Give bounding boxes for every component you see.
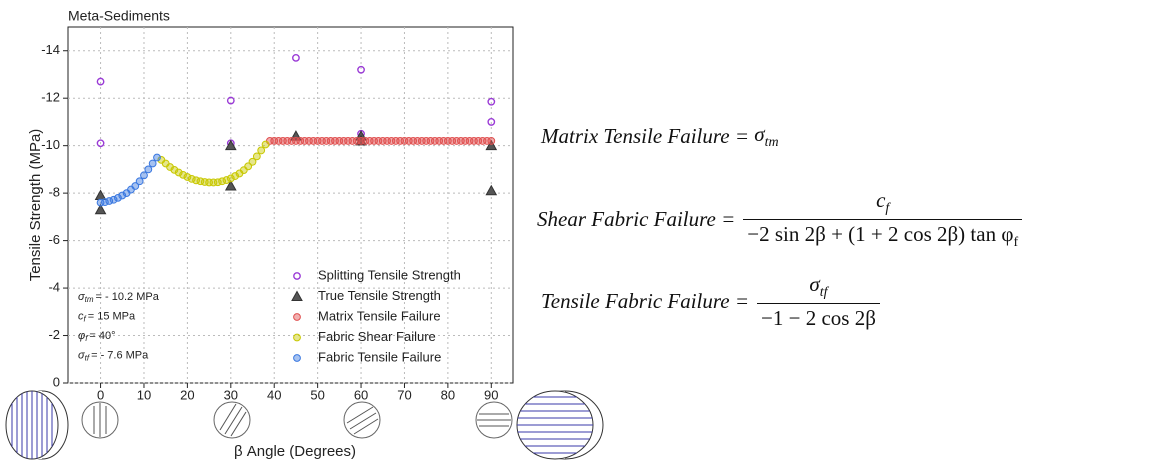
- subscript: tm: [85, 295, 94, 304]
- x-tick-label: 70: [397, 387, 411, 402]
- y-tick-label: -12: [41, 90, 60, 105]
- denominator: −1 − 2 cos 2β: [761, 306, 876, 330]
- circle-marker: [154, 154, 161, 161]
- legend-label: Fabric Tensile Failure: [318, 349, 441, 364]
- legend-marker: [294, 334, 301, 341]
- legend-label: Splitting Tensile Strength: [318, 267, 461, 282]
- annotation-text: = - 7.6 MPa: [91, 349, 149, 361]
- equation-label: Matrix Tensile Failure =: [541, 124, 749, 149]
- x-tick-label: 90: [484, 387, 498, 402]
- circle-marker: [136, 178, 143, 185]
- circle-marker: [253, 153, 260, 160]
- x-axis-label: β Angle (Degrees): [234, 443, 356, 460]
- circle-marker: [258, 147, 265, 154]
- plot-area: [68, 27, 513, 383]
- symbol: φ: [78, 330, 85, 342]
- equation-label: Tensile Fabric Failure =: [541, 289, 749, 314]
- y-tick-label: -8: [48, 185, 60, 200]
- subscript: f: [1013, 235, 1018, 250]
- circle-marker: [145, 166, 152, 173]
- x-tick-label: 50: [310, 387, 324, 402]
- annotation-text: = 40°: [89, 330, 115, 342]
- page: Meta-Sediments β Angle (Degrees) Tensile…: [0, 0, 1162, 463]
- annotation-text: = - 10.2 MPa: [96, 291, 160, 303]
- denominator: −2 sin 2β + (1 + 2 cos 2β) tan φ: [747, 222, 1013, 246]
- numerator: σ: [809, 272, 819, 296]
- legend-marker: [294, 314, 301, 321]
- circle-marker: [262, 141, 269, 148]
- legend-label: Matrix Tensile Failure: [318, 308, 441, 323]
- y-tick-label: -4: [48, 280, 60, 295]
- x-tick-label: 30: [224, 387, 238, 402]
- x-tick-label: 60: [354, 387, 368, 402]
- equation: Shear Fabric Failure = cf −2 sin 2β + (1…: [537, 188, 1022, 251]
- equation: Matrix Tensile Failure = σtm: [541, 122, 779, 151]
- x-tick-label: 40: [267, 387, 281, 402]
- legend-marker: [294, 355, 301, 362]
- circle-marker: [141, 172, 148, 179]
- chart-title: Meta-Sediments: [68, 8, 170, 24]
- subscript: tf: [85, 354, 90, 363]
- circle-marker: [488, 138, 495, 145]
- y-tick-label: -2: [48, 327, 60, 342]
- x-tick-label: 10: [137, 387, 151, 402]
- y-tick-label: -6: [48, 232, 60, 247]
- circle-marker: [149, 160, 156, 167]
- y-tick-label: -10: [41, 137, 60, 152]
- legend-label: True Tensile Strength: [318, 288, 441, 303]
- x-tick-label: 0: [97, 387, 104, 402]
- legend-label: Fabric Shear Failure: [318, 329, 436, 344]
- equation: Tensile Fabric Failure = σtf −1 − 2 cos …: [541, 272, 880, 331]
- x-tick-label: 80: [441, 387, 455, 402]
- y-tick-label: 0: [53, 374, 60, 389]
- subscript: tf: [820, 285, 828, 300]
- subscript: f: [885, 201, 889, 216]
- y-tick-label: -14: [41, 42, 60, 57]
- symbol: σ: [754, 122, 764, 146]
- x-tick-label: 20: [180, 387, 194, 402]
- annotation-text: = 15 MPa: [88, 310, 136, 322]
- subscript: tm: [765, 135, 779, 150]
- equation-label: Shear Fabric Failure =: [537, 207, 735, 232]
- annotation: φf= 40°: [78, 330, 116, 343]
